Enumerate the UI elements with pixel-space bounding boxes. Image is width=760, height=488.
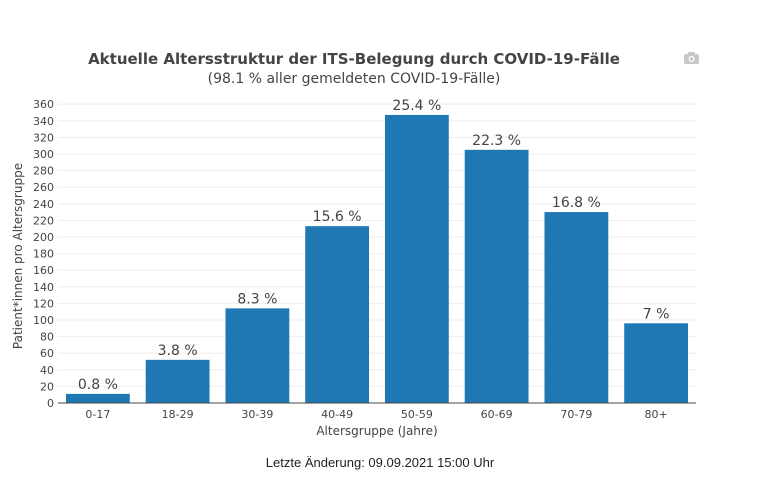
data-label-40-49: 15.6 % xyxy=(313,209,362,225)
x-tick-label-70-79: 70-79 xyxy=(560,408,592,421)
data-label-80+: 7 % xyxy=(643,306,670,322)
data-labels: 0.8 % 3.8 % 8.3 % 15.6 % 25.4 % 22.3 % 16.8 % 7… xyxy=(78,98,670,393)
y-tick-label: 140 xyxy=(33,281,54,294)
y-tick-label: 200 xyxy=(33,231,54,244)
bar-50-59[interactable] xyxy=(384,114,449,403)
data-label-60-69: 22.3 % xyxy=(472,133,521,149)
x-tick-label-40-49: 40-49 xyxy=(321,408,353,421)
x-tick-label-30-39: 30-39 xyxy=(241,408,273,421)
y-tick-label: 180 xyxy=(33,248,54,261)
bars xyxy=(65,114,689,403)
x-axis-title: Altersgruppe (Jahre) xyxy=(316,424,437,438)
bar-40-49[interactable] xyxy=(305,226,370,403)
y-tick-label: 260 xyxy=(33,181,54,194)
x-axis-ticks: 0-17 18-29 30-39 40-49 50-59 60-69 70-79 80+ xyxy=(85,408,667,421)
chart-title: Aktuelle Altersstruktur der ITS-Belegung… xyxy=(88,50,620,68)
x-tick-label-80+: 80+ xyxy=(645,408,668,421)
y-tick-label: 240 xyxy=(33,198,54,211)
chart-subtitle: (98.1 % aller gemeldeten COVID-19-Fälle) xyxy=(208,71,501,87)
x-tick-label-0-17: 0-17 xyxy=(85,408,110,421)
y-axis-ticks: 0 20 40 60 80 100 120 140 160 180 200 220 240 260 280 3… xyxy=(33,98,54,410)
bar-60-69[interactable] xyxy=(464,149,529,403)
bar-80+[interactable] xyxy=(624,323,689,403)
bar-30-39[interactable] xyxy=(225,308,290,403)
y-tick-label: 60 xyxy=(40,347,54,360)
chart-svg: Aktuelle Altersstruktur der ITS-Belegung… xyxy=(11,50,699,438)
y-tick-label: 280 xyxy=(33,165,54,178)
data-label-0-17: 0.8 % xyxy=(78,377,118,393)
y-tick-label: 160 xyxy=(33,264,54,277)
camera-icon[interactable] xyxy=(684,52,699,64)
last-change-note: Letzte Änderung: 09.09.2021 15:00 Uhr xyxy=(265,455,495,470)
y-axis-title: Patient*innen pro Altersgruppe xyxy=(11,163,25,349)
y-tick-label: 120 xyxy=(33,297,54,310)
bar-0-17[interactable] xyxy=(65,393,130,403)
y-tick-label: 360 xyxy=(33,98,54,111)
y-tick-label: 80 xyxy=(40,331,54,344)
data-label-70-79: 16.8 % xyxy=(552,195,601,211)
bar-18-29[interactable] xyxy=(145,359,210,403)
y-tick-label: 300 xyxy=(33,148,54,161)
x-tick-label-60-69: 60-69 xyxy=(481,408,513,421)
y-tick-label: 20 xyxy=(40,380,54,393)
data-label-50-59: 25.4 % xyxy=(392,98,441,114)
data-label-18-29: 3.8 % xyxy=(158,343,198,359)
y-tick-label: 340 xyxy=(33,115,54,128)
bar-70-79[interactable] xyxy=(544,212,609,403)
y-tick-label: 220 xyxy=(33,214,54,227)
y-tick-label: 100 xyxy=(33,314,54,327)
y-tick-label: 320 xyxy=(33,131,54,144)
y-tick-label: 0 xyxy=(47,397,54,410)
x-tick-label-50-59: 50-59 xyxy=(401,408,433,421)
y-tick-label: 40 xyxy=(40,364,54,377)
x-tick-label-18-29: 18-29 xyxy=(162,408,194,421)
data-label-30-39: 8.3 % xyxy=(237,291,277,307)
